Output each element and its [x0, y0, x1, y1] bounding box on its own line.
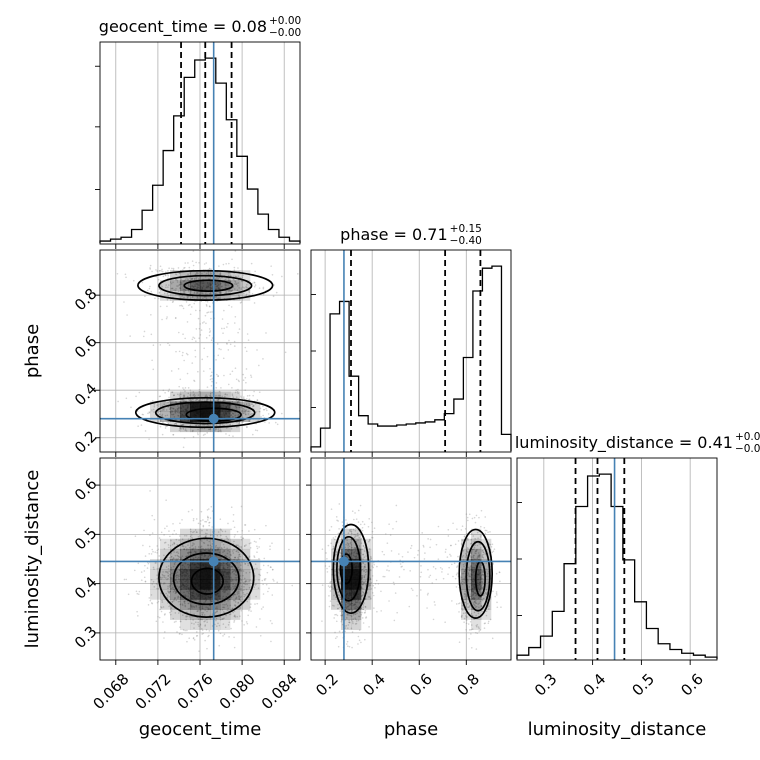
y-tick-label: 0.3	[71, 622, 101, 652]
y-tick-label: 0.6	[71, 475, 101, 505]
hist-panel-geocent_time: geocent_time = 0.08 +0.00−0.00geocent_tim…	[95, 15, 301, 740]
title-sup: +0.15	[450, 223, 482, 235]
panel-title-geocent_time: geocent_time = 0.08 +0.00−0.00	[99, 15, 301, 39]
contour-1	[172, 552, 240, 606]
x-tick-label: 0.076	[174, 670, 217, 713]
density-content	[100, 250, 300, 452]
contour-1	[154, 401, 256, 425]
x-tick-label: 0.4	[359, 670, 389, 700]
y-tick-label: 0.4	[71, 380, 101, 410]
panel-title-luminosity_distance: luminosity_distance = 0.41+0.05−0.05	[515, 431, 760, 455]
title-sup: +0.00	[269, 15, 301, 27]
contour-3	[339, 553, 354, 585]
panel-frame	[310, 457, 512, 661]
contour-5	[332, 523, 370, 615]
x-tick-label: 0.4	[580, 670, 610, 700]
title-main: phase = 0.71	[340, 225, 447, 244]
truth-marker	[208, 413, 219, 424]
x-tick-label: 0.084	[258, 670, 301, 713]
density-panel-geocent_time-luminosity_distance: 0.068 0.072 0.076 0.080 0.084 0.3 0.4 0.5 0.6 lum…	[22, 457, 301, 713]
y-tick-label: 0.8	[71, 285, 101, 315]
contour-3	[183, 279, 234, 292]
histogram-geocent_time	[99, 57, 301, 243]
title-sub: −0.00	[269, 27, 301, 39]
contour-2	[134, 396, 276, 429]
y-tick-label: 0.4	[71, 573, 101, 603]
histogram-phase	[310, 265, 512, 451]
contour-1	[465, 540, 491, 612]
contour-5	[137, 269, 274, 301]
x-tick-label: 0.6	[406, 670, 436, 700]
density-content	[311, 458, 511, 660]
x-tick-label: 0.2	[312, 670, 342, 700]
contour-2	[158, 537, 255, 618]
x-tick-label: 0.5	[629, 670, 659, 700]
x-tick-label: 0.068	[89, 670, 132, 713]
truth-marker	[338, 556, 349, 567]
title-main: geocent_time = 0.08	[99, 17, 267, 37]
x-tick-label: 0.072	[132, 670, 175, 713]
x-tick-label: 0.080	[216, 670, 259, 713]
histogram-luminosity_distance	[516, 473, 718, 659]
y-axis-label-luminosity_distance: luminosity_distance	[22, 470, 43, 649]
density-panel-phase-luminosity_distance: 0.2 0.4 0.6 0.8	[306, 457, 512, 700]
title-sub: −0.40	[450, 235, 482, 247]
title-sub: −0.05	[735, 443, 760, 455]
x-tick-label: 0.3	[531, 670, 561, 700]
y-tick-label: 0.5	[71, 524, 101, 554]
density-bins	[331, 528, 492, 630]
y-tick-label: 0.2	[71, 427, 101, 457]
x-tick-label: 0.6	[677, 670, 707, 700]
density-bins	[150, 528, 261, 630]
contour-4	[336, 535, 362, 602]
truth-marker	[208, 556, 219, 567]
contour-4	[158, 274, 253, 297]
y-axis-label-phase: phase	[22, 324, 43, 378]
y-tick-label: 0.6	[71, 332, 101, 362]
density-content	[100, 458, 300, 660]
title-sup: +0.05	[735, 431, 760, 443]
hist-panel-phase: phase = 0.71 +0.15−0.40 phase	[310, 223, 512, 740]
x-axis-label-luminosity_distance: luminosity_distance	[528, 719, 707, 740]
panel-frame	[516, 457, 718, 661]
x-tick-label: 0.8	[453, 670, 483, 700]
x-axis-label-geocent_time: geocent_time	[139, 719, 262, 740]
contour-2	[458, 528, 494, 619]
panel-title-phase: phase = 0.71 +0.15−0.40	[340, 223, 482, 247]
hist-panel-luminosity_distance: 0.3 0.4 0.5 0.6 luminosity_distance = 0.41 +0…	[515, 431, 760, 740]
title-main: luminosity_distance = 0.41	[515, 433, 733, 453]
density-panel-geocent_time-phase: 0.2 0.4 0.6 0.8 phase	[22, 249, 301, 457]
contour-0	[190, 567, 225, 595]
x-axis-label-phase: phase	[384, 719, 438, 740]
